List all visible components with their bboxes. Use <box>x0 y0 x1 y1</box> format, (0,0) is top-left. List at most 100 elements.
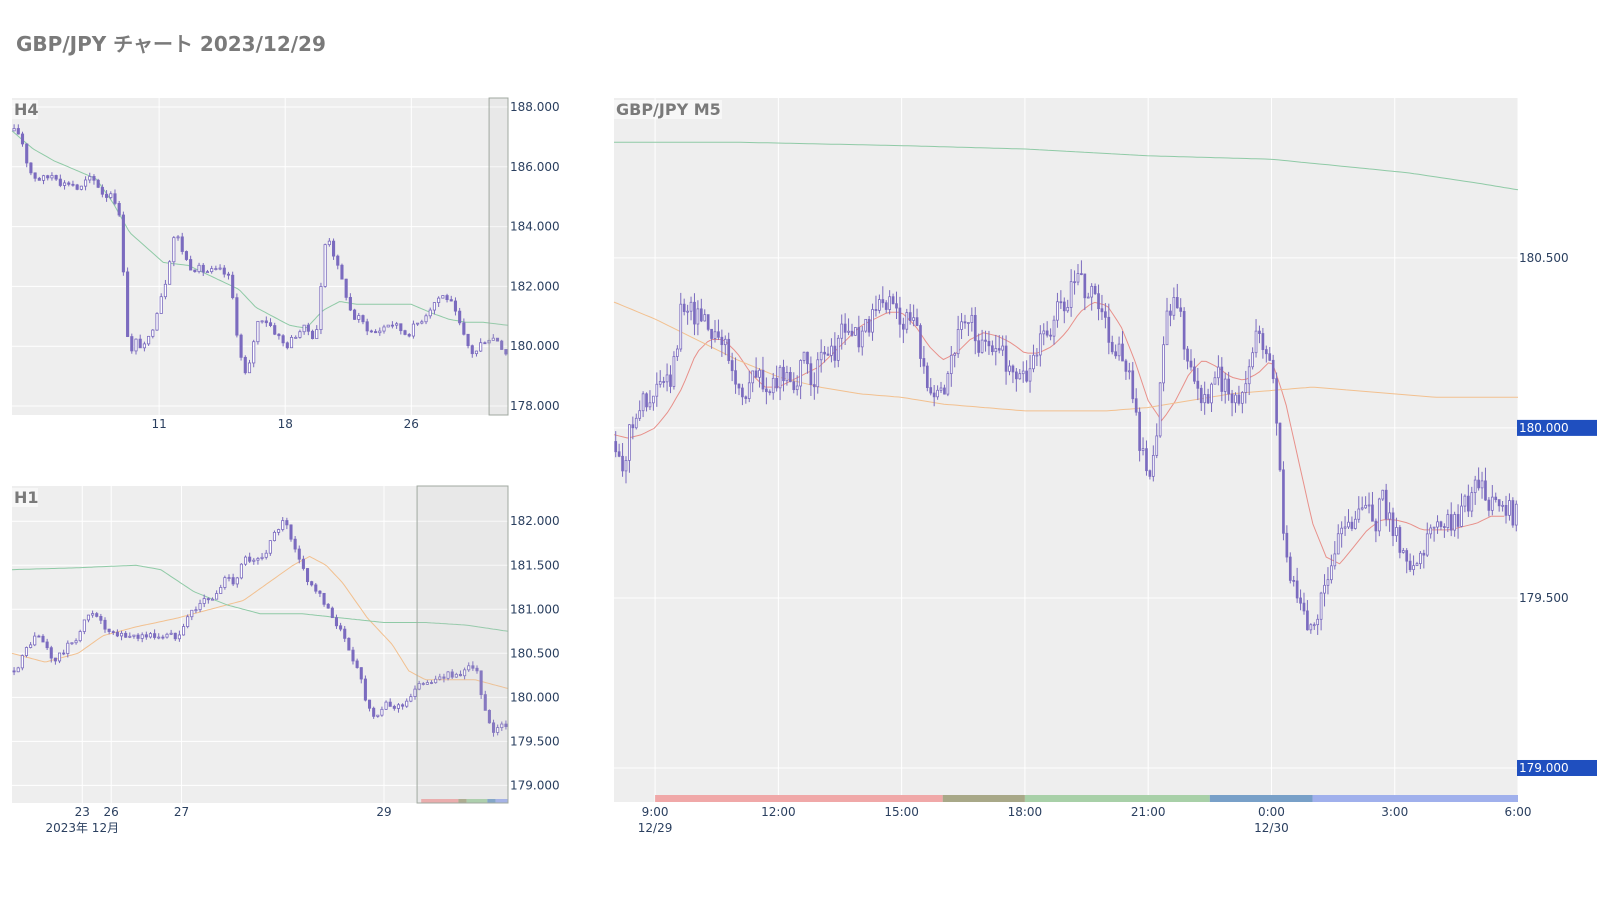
candle-body <box>463 669 467 677</box>
candle-body <box>1138 411 1141 451</box>
candle-body <box>99 616 103 621</box>
candle-body <box>795 385 799 391</box>
session-band <box>1024 795 1210 802</box>
candle-body <box>194 609 198 612</box>
candle-body <box>1083 273 1087 299</box>
candle-body <box>987 340 991 347</box>
candle-body <box>1330 565 1333 581</box>
candle-body <box>1347 521 1350 528</box>
ma-line-ma_long <box>11 564 509 632</box>
candle-body <box>243 356 247 374</box>
candle-body <box>405 700 409 707</box>
candle-body <box>357 315 361 320</box>
candle-body <box>322 592 326 605</box>
candle-body <box>1415 563 1419 567</box>
candle-body <box>330 607 334 619</box>
candle-body <box>1312 624 1316 627</box>
candle-body <box>343 628 347 639</box>
candle-body <box>395 323 399 326</box>
candle-body <box>424 315 428 323</box>
candle-body <box>641 393 645 412</box>
candle-body <box>351 649 355 662</box>
candle-body <box>1073 281 1076 284</box>
candle-body <box>1316 618 1320 626</box>
chart-panel-m5[interactable]: 179.000 179.500 180.000 180.500 9:00 12:00 15:… <box>604 90 1600 850</box>
candle-body <box>792 381 796 391</box>
candle-body <box>113 193 117 204</box>
candle-body <box>483 342 487 345</box>
session-band <box>487 799 496 803</box>
candle-body <box>453 300 458 312</box>
candle-body <box>823 351 826 355</box>
candle-body <box>471 665 475 669</box>
candle-body <box>409 696 413 702</box>
candle-body <box>1336 533 1340 555</box>
candle-body <box>1295 580 1299 599</box>
candle-body <box>117 203 121 216</box>
price-badge <box>1517 759 1597 776</box>
candle-body <box>1066 307 1070 312</box>
range-box <box>416 485 509 804</box>
candle-body <box>638 410 642 419</box>
candle-body <box>662 381 665 383</box>
candle-body <box>20 133 25 145</box>
candle-body <box>1354 518 1357 529</box>
candle-body <box>854 327 857 336</box>
candle-body <box>305 568 310 583</box>
candle-body <box>86 614 91 621</box>
candle-body <box>1100 308 1104 313</box>
plot-area <box>12 486 508 803</box>
candle-body <box>421 683 425 685</box>
candle-body <box>403 330 407 335</box>
candle-body <box>785 372 789 382</box>
candle-body <box>206 598 210 601</box>
candle-body <box>126 271 130 337</box>
candle-body <box>173 632 177 640</box>
candle-body <box>1001 345 1004 351</box>
candle-body <box>860 330 864 348</box>
chart-panel-h1[interactable]: 179.000 179.500 180.000 180.500 181.000 181.5… <box>0 478 590 848</box>
candle-body <box>977 340 981 353</box>
candle-body <box>437 297 441 303</box>
candle-body <box>850 330 854 336</box>
candle-body <box>768 391 772 394</box>
panel-title: GBP/JPY M5 <box>616 100 721 119</box>
candle-body <box>264 320 268 324</box>
candle-body <box>1511 500 1515 526</box>
candle-body <box>679 303 683 350</box>
candle-body <box>1251 352 1254 368</box>
candle-body <box>960 321 963 330</box>
x-tick-label: 26 <box>104 805 119 819</box>
candle-body <box>79 185 83 190</box>
candle-body <box>45 641 49 649</box>
candle-body <box>1275 378 1278 424</box>
candle-body <box>219 587 223 594</box>
candle-body <box>1439 521 1443 527</box>
candle-body <box>467 665 471 671</box>
candle-body <box>1086 296 1090 299</box>
candle-body <box>1148 470 1152 477</box>
chart-panel-h4[interactable]: 178.000 180.000 182.000 184.000 186.000 188.0… <box>0 90 590 450</box>
candle-body <box>378 330 382 334</box>
candle-body <box>775 377 778 389</box>
candle-body <box>1172 297 1176 316</box>
candle-body <box>425 682 429 685</box>
candle-body <box>843 323 847 333</box>
candle-body <box>103 619 107 630</box>
candle-body <box>25 143 29 164</box>
page-title: GBP/JPY チャート 2023/12/29 <box>16 32 326 56</box>
candle-body <box>75 184 79 190</box>
candle-body <box>802 351 806 361</box>
candle-body <box>163 283 167 298</box>
candle-body <box>1494 496 1498 501</box>
candle-body <box>1093 285 1097 295</box>
candle-body <box>495 337 500 342</box>
candle-body <box>144 634 148 638</box>
candle-body <box>833 345 837 361</box>
candle-body <box>799 360 802 387</box>
candle-body <box>717 331 720 338</box>
candle-body <box>1158 382 1162 437</box>
y-tick-label: 182.000 <box>510 279 560 293</box>
candle-body <box>369 330 373 333</box>
candle-body <box>1179 307 1183 312</box>
